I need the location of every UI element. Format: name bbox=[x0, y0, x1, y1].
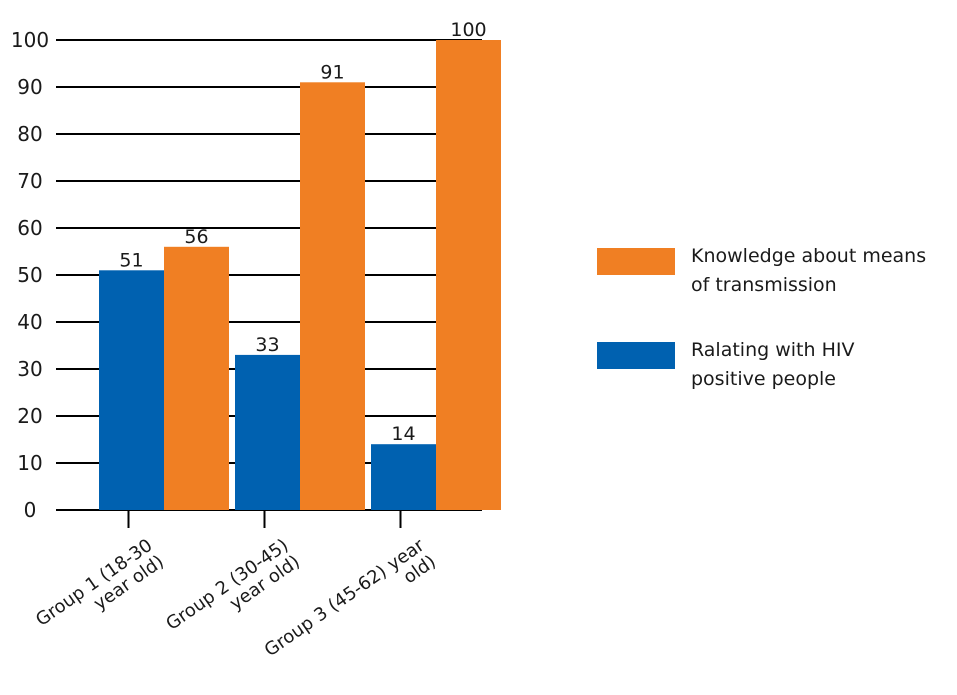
y-tick-label-100: 100 bbox=[11, 28, 49, 52]
bar-series2-group3 bbox=[436, 40, 501, 510]
y-tick-label-70: 70 bbox=[17, 169, 42, 193]
y-axis-tick-labels: 0 10 20 30 40 50 60 70 80 90 100 bbox=[11, 28, 49, 522]
x-axis bbox=[127, 510, 402, 528]
legend-label-line: of transmission bbox=[691, 274, 837, 296]
data-label-series2-group1: 56 bbox=[184, 226, 208, 248]
x-category-label-1: Group 1 (18-30year old) bbox=[32, 535, 168, 647]
y-tick-label-60: 60 bbox=[17, 216, 42, 240]
bar-series2-group1 bbox=[164, 246, 229, 511]
data-label-series2-group2: 91 bbox=[320, 61, 344, 83]
legend-swatch-series2 bbox=[597, 248, 675, 275]
y-tick-label-90: 90 bbox=[17, 75, 42, 99]
legend-label-line: Knowledge about means bbox=[691, 245, 926, 267]
legend-label-line: Ralating with HIV bbox=[691, 339, 854, 361]
bar-series1-group2 bbox=[235, 354, 300, 510]
data-label-series1-group1: 51 bbox=[119, 249, 143, 271]
data-label-series1-group3: 14 bbox=[391, 423, 415, 445]
y-tick-label-40: 40 bbox=[17, 310, 42, 334]
bar-series1-group3 bbox=[371, 444, 436, 510]
legend-swatch-series1 bbox=[597, 342, 675, 369]
data-label-series2-group3: 100 bbox=[450, 19, 486, 41]
legend-label-series1: Ralating with HIV positive people bbox=[691, 339, 854, 390]
bar-series2-group2 bbox=[300, 82, 365, 511]
bar-series1-group1 bbox=[99, 270, 164, 510]
y-tick-label-30: 30 bbox=[17, 357, 42, 381]
data-labels: 51 56 33 91 14 100 bbox=[119, 19, 486, 445]
y-tick-label-50: 50 bbox=[17, 263, 42, 287]
y-tick-label-20: 20 bbox=[17, 404, 42, 428]
y-tick-label-80: 80 bbox=[17, 122, 42, 146]
legend: Knowledge about means of transmission Rala… bbox=[597, 245, 926, 390]
x-axis-category-labels: Group 1 (18-30year old)Group 2 (30-45)ye… bbox=[32, 535, 440, 661]
legend-label-line: positive people bbox=[691, 368, 836, 390]
y-tick-label-0: 0 bbox=[24, 498, 37, 522]
bars bbox=[99, 40, 501, 511]
data-label-series1-group2: 33 bbox=[255, 334, 279, 356]
legend-label-series2: Knowledge about means of transmission bbox=[691, 245, 926, 296]
y-tick-label-10: 10 bbox=[17, 451, 42, 475]
